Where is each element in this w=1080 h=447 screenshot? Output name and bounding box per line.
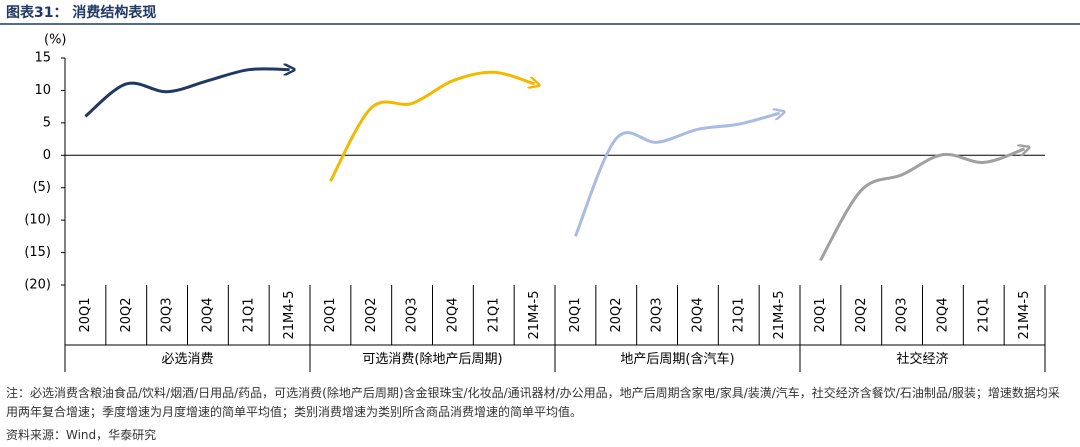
x-tick-label: 21Q1: [976, 297, 991, 332]
group-label: 社交经济: [896, 351, 948, 367]
series-line: [574, 113, 779, 237]
x-tick-label: 20Q1: [568, 297, 583, 332]
y-tick-label: 5: [43, 115, 51, 130]
group-label: 地产后周期(含汽车): [620, 351, 734, 367]
y-tick-label: (20): [24, 278, 51, 293]
x-tick-label: 21M4-5: [1017, 291, 1032, 340]
series-line: [819, 149, 1024, 262]
x-tick-label: 20Q2: [609, 297, 624, 332]
x-tick-label: 20Q3: [160, 297, 175, 332]
x-tick-label: 21Q1: [731, 297, 746, 332]
x-tick-label: 21M4-5: [527, 291, 542, 340]
chart-title: 图表31： 消费结构表现: [6, 5, 157, 21]
y-tick-label: (15): [24, 245, 51, 260]
x-tick-label: 21Q1: [486, 297, 501, 332]
y-tick-label: (5): [33, 180, 51, 195]
y-tick-label: 0: [43, 148, 51, 163]
x-tick-label: 21Q1: [241, 297, 256, 332]
group-label: 必选消费: [161, 352, 213, 367]
group-label: 可选消费(除地产后周期): [362, 352, 502, 367]
x-tick-label: 20Q2: [854, 297, 869, 332]
x-tick-label: 20Q1: [813, 297, 828, 332]
x-tick-label: 20Q4: [690, 297, 705, 332]
x-tick-label: 20Q4: [445, 297, 460, 332]
y-tick-label: 10: [34, 83, 51, 98]
x-tick-label: 20Q3: [405, 297, 420, 332]
source: 资料来源：Wind，华泰研究: [6, 428, 157, 442]
x-tick-label: 20Q4: [200, 297, 215, 332]
chart: (%) (20) (15) (10) (5) 0 5 10 15 20Q1 20Q2 20Q3 20Q…: [0, 23, 1080, 372]
series-line: [329, 70, 534, 182]
x-tick-label: 20Q3: [895, 297, 910, 332]
x-tick-label: 20Q1: [323, 297, 338, 332]
x-tick-label: 20Q1: [78, 297, 93, 332]
note: 注：必选消费含粮油食品/饮料/烟酒/日用品/药品，可选消费(除地产后周期)含金银…: [6, 386, 1060, 419]
y-tick-label: 15: [34, 51, 51, 66]
x-tick-label: 21M4-5: [282, 291, 297, 340]
series-line: [84, 69, 289, 118]
y-tick-label: (10): [24, 213, 51, 228]
x-tick-label: 20Q2: [364, 297, 379, 332]
x-tick-label: 20Q2: [119, 297, 134, 332]
x-tick-label: 21M4-5: [772, 291, 787, 340]
x-tick-label: 20Q4: [935, 297, 950, 332]
x-tick-label: 20Q3: [650, 297, 665, 332]
y-axis-label: (%): [44, 33, 67, 48]
